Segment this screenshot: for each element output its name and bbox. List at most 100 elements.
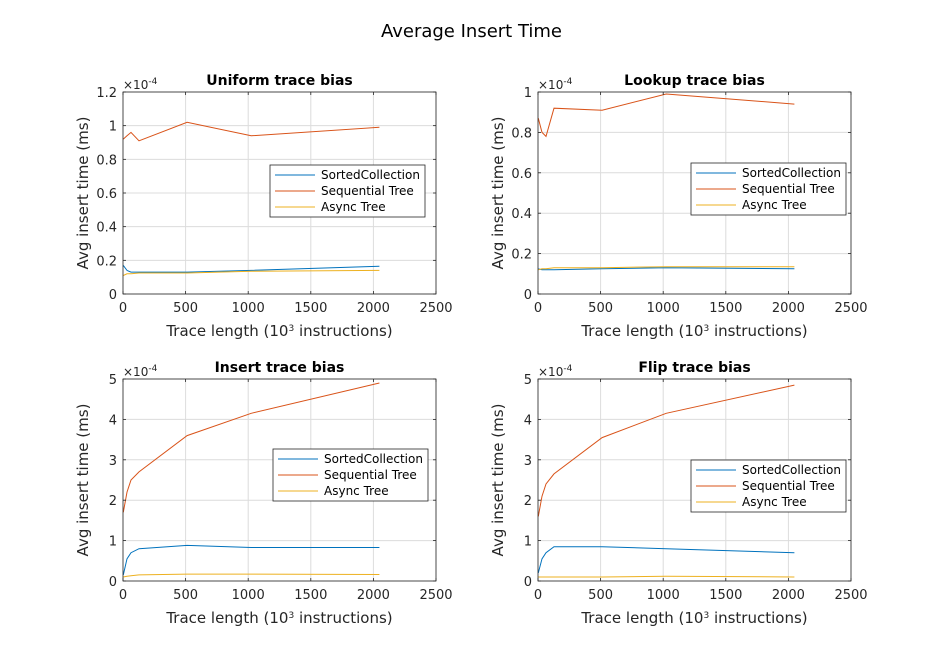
y-tick-label: 0.8 — [511, 126, 532, 141]
y-tick-label: 2 — [524, 494, 532, 509]
y-tick-label: 0 — [109, 288, 117, 303]
y-tick-label: 1 — [109, 120, 117, 135]
series-line-sortedcollection — [122, 544, 380, 576]
x-tick-label: 2500 — [419, 588, 452, 603]
subplot-title: Uniform trace bias — [206, 73, 353, 89]
y-axis-label: Avg insert time (ms) — [489, 117, 507, 270]
legend-label: Async Tree — [742, 495, 807, 509]
series-line-sortedcollection — [537, 546, 795, 574]
y-axis-label: Avg insert time (ms) — [489, 404, 507, 557]
x-tick-label: 0 — [119, 588, 127, 603]
series-line-sortedcollection — [122, 265, 380, 273]
x-tick-label: 0 — [119, 301, 127, 316]
x-tick-label: 1000 — [232, 588, 265, 603]
legend-label: SortedCollection — [324, 452, 423, 466]
y-tick-label: 0 — [524, 288, 532, 303]
legend-label: SortedCollection — [742, 166, 841, 180]
y-tick-label: 4 — [524, 413, 532, 428]
x-tick-label: 1500 — [709, 588, 742, 603]
x-tick-label: 1000 — [232, 301, 265, 316]
y-exponent-label: ×10-4 — [538, 77, 573, 92]
x-tick-label: 2000 — [357, 588, 390, 603]
x-tick-label: 2500 — [834, 588, 867, 603]
series-line-async-tree — [123, 573, 380, 578]
series-line-sequential-tree — [122, 382, 380, 513]
y-tick-label: 4 — [109, 413, 117, 428]
y-axis-label: Avg insert time (ms) — [74, 117, 92, 270]
x-tick-label: 0 — [534, 301, 542, 316]
series-line-sequential-tree — [122, 121, 380, 142]
subplot-1: 0 500 1000 1500 2000 2500 0 0.2 0.4 0.6 0.8 1 1.2 ×10… — [74, 73, 453, 340]
x-axis-label: Trace length (103 instructions) — [580, 322, 807, 340]
x-tick-label: 2500 — [834, 301, 867, 316]
y-tick-label: 1 — [524, 535, 532, 550]
y-exponent-label: ×10-4 — [123, 77, 158, 92]
subplot-2: 0 500 1000 1500 2000 2500 0 0.2 0.4 0.6 0.8 1 ×10-4 L… — [489, 73, 868, 340]
legend-label: Sequential Tree — [742, 479, 835, 493]
x-tick-label: 500 — [173, 588, 198, 603]
x-tick-label: 2000 — [772, 588, 805, 603]
y-tick-label: 5 — [524, 373, 532, 388]
x-tick-label: 2500 — [419, 301, 452, 316]
x-axis-label: Trace length (103 instructions) — [165, 609, 392, 627]
y-tick-label: 1.2 — [96, 86, 117, 101]
legend: SortedCollection Sequential Tree Async Tre… — [269, 164, 426, 218]
legend-label: SortedCollection — [321, 168, 420, 182]
y-tick-label: 3 — [109, 454, 117, 469]
figure-title: Average Insert Time — [380, 21, 563, 42]
y-exponent-label: ×10-4 — [538, 364, 573, 379]
x-tick-label: 1500 — [294, 588, 327, 603]
legend-label: Async Tree — [321, 200, 386, 214]
subplot-title: Flip trace bias — [638, 360, 750, 376]
x-tick-label: 1000 — [647, 588, 680, 603]
y-exponent-label: ×10-4 — [123, 364, 158, 379]
legend: SortedCollection Sequential Tree Async Tre… — [690, 459, 847, 513]
x-tick-label: 500 — [173, 301, 198, 316]
series-line-async-tree — [538, 266, 795, 271]
legend-label: Sequential Tree — [321, 184, 414, 198]
y-tick-label: 0.6 — [511, 167, 532, 182]
x-tick-label: 1500 — [709, 301, 742, 316]
y-tick-label: 2 — [109, 494, 117, 509]
series-line-async-tree — [538, 575, 795, 578]
subplot-3: 0 500 1000 1500 2000 2500 0 1 2 3 4 5 ×10-4 Insert tr… — [74, 360, 453, 627]
y-tick-label: 0.6 — [96, 187, 117, 202]
y-tick-label: 0.4 — [96, 221, 117, 236]
y-tick-label: 5 — [109, 373, 117, 388]
legend-label: Async Tree — [742, 198, 807, 212]
y-tick-label: 0.2 — [96, 254, 117, 269]
y-tick-label: 0 — [524, 575, 532, 590]
y-tick-label: 0.2 — [511, 248, 532, 263]
x-tick-label: 500 — [588, 588, 613, 603]
axes-box — [537, 91, 852, 295]
x-axis-label: Trace length (103 instructions) — [165, 322, 392, 340]
legend-label: Sequential Tree — [324, 468, 417, 482]
y-tick-label: 0.4 — [511, 207, 532, 222]
legend-label: Sequential Tree — [742, 182, 835, 196]
x-tick-label: 2000 — [357, 301, 390, 316]
x-tick-label: 1000 — [647, 301, 680, 316]
series-line-sortedcollection — [538, 267, 795, 271]
y-tick-label: 1 — [524, 86, 532, 101]
legend: SortedCollection Sequential Tree Async Tre… — [690, 162, 847, 216]
y-axis-label: Avg insert time (ms) — [74, 404, 92, 557]
legend: SortedCollection Sequential Tree Async Tre… — [272, 448, 429, 502]
x-axis-label: Trace length (103 instructions) — [580, 609, 807, 627]
subplot-4: 0 500 1000 1500 2000 2500 0 1 2 3 4 5 ×10-4 Flip trac… — [489, 360, 868, 627]
x-tick-label: 1500 — [294, 301, 327, 316]
y-tick-label: 0.8 — [96, 153, 117, 168]
axes-box — [122, 378, 437, 582]
series-line-sequential-tree — [537, 384, 795, 517]
legend-label: SortedCollection — [742, 463, 841, 477]
subplot-title: Insert trace bias — [215, 360, 345, 376]
x-tick-label: 2000 — [772, 301, 805, 316]
series-line-async-tree — [123, 269, 380, 276]
y-tick-label: 0 — [109, 575, 117, 590]
y-tick-label: 1 — [109, 535, 117, 550]
series-line-sequential-tree — [537, 93, 795, 138]
axes-box — [537, 378, 852, 582]
x-tick-label: 0 — [534, 588, 542, 603]
legend-label: Async Tree — [324, 484, 389, 498]
